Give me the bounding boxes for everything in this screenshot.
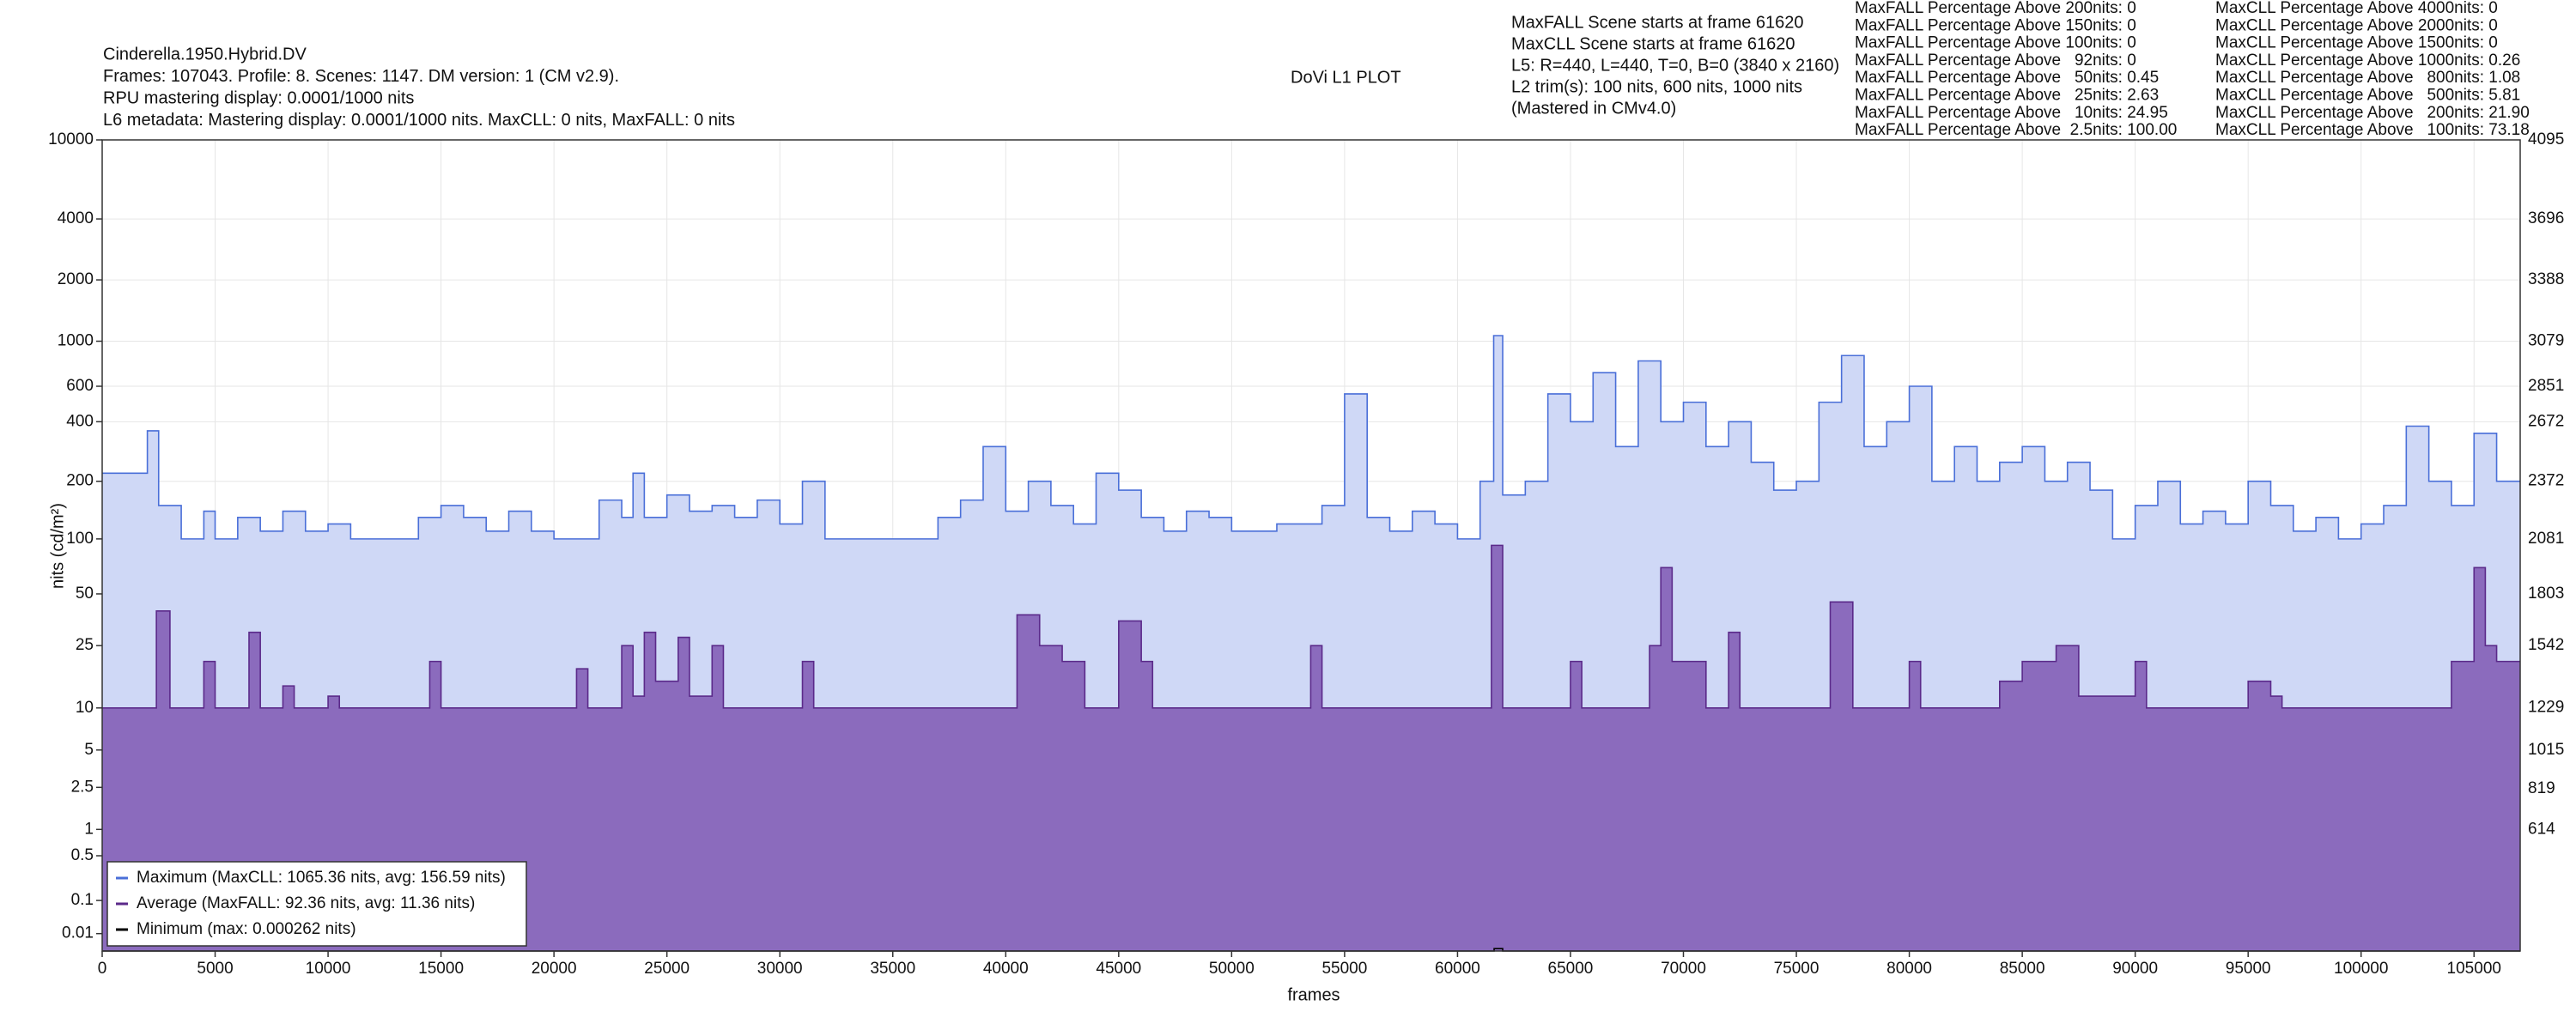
legend-box: [106, 861, 527, 947]
maxfall-stat: MaxFALL Percentage Above 25nits: 2.63: [1855, 87, 2159, 105]
maxfall-stat: MaxFALL Percentage Above 100nits: 0: [1855, 34, 2136, 52]
x-tick-label: 40000: [983, 960, 1029, 978]
y-tick-label: 600: [66, 377, 94, 395]
y2-tick-label: 1803: [2528, 585, 2564, 603]
y-tick-label: 200: [66, 472, 94, 490]
scene-line: MaxCLL Scene starts at frame 61620: [1511, 34, 1795, 53]
series-area: [102, 545, 2520, 951]
y-tick-label: 2000: [58, 270, 94, 288]
y-tick-label: 10000: [48, 130, 94, 148]
plot-frame: [101, 139, 2521, 952]
y-tick-label: 100: [66, 530, 94, 548]
maxcll-stat: MaxCLL Percentage Above 1000nits: 0.26: [2215, 52, 2520, 70]
maxfall-stat: MaxFALL Percentage Above 150nits: 0: [1855, 16, 2136, 34]
y-tick-label: 5: [84, 741, 94, 759]
y2-tick-label: 2372: [2528, 472, 2564, 490]
chart-title: DoVi L1 PLOT: [1291, 68, 1401, 87]
maxcll-stat: MaxCLL Percentage Above 1500nits: 0: [2215, 34, 2498, 52]
series-line: [102, 544, 2520, 709]
scene-line: (Mastered in CMv4.0): [1511, 99, 1676, 118]
x-tick-label: 85000: [2000, 960, 2045, 978]
y-tick-label: 0.5: [71, 846, 94, 864]
x-axis-label: frames: [1287, 985, 1340, 1004]
y-tick-label: 1: [84, 820, 94, 838]
y-axis-label: nits (cd/m²): [48, 503, 67, 589]
maxfall-stat: MaxFALL Percentage Above 92nits: 0: [1855, 52, 2136, 70]
y-tick-label: 0.1: [71, 891, 94, 909]
info-line: RPU mastering display: 0.0001/1000 nits: [103, 88, 414, 107]
y2-tick-label: 614: [2528, 820, 2555, 838]
x-tick-label: 55000: [1321, 960, 1367, 978]
x-tick-label: 25000: [644, 960, 690, 978]
maxfall-stat: MaxFALL Percentage Above 2.5nits: 100.00: [1855, 121, 2177, 139]
info-line: Cinderella.1950.Hybrid.DV: [103, 45, 307, 64]
x-tick-label: 90000: [2112, 960, 2158, 978]
y-tick-label: 2.5: [71, 778, 94, 796]
legend-label: Average (MaxFALL: 92.36 nits, avg: 11.36…: [137, 894, 475, 912]
x-tick-label: 10000: [306, 960, 351, 978]
y-tick-label: 25: [76, 636, 94, 654]
y2-tick-label: 819: [2528, 779, 2555, 797]
info-line: Frames: 107043. Profile: 8. Scenes: 1147…: [103, 67, 619, 86]
header: DoVi L1 PLOT nits (cd/m²) frames Cindere…: [48, 0, 2530, 1004]
y-tick-label: 0.01: [62, 924, 94, 942]
x-tick-label: 30000: [757, 960, 803, 978]
y2-tick-label: 2851: [2528, 377, 2564, 395]
maxcll-stat: MaxCLL Percentage Above 4000nits: 0: [2215, 0, 2498, 17]
y-tick-label: 400: [66, 412, 94, 430]
x-tick-label: 5000: [197, 960, 233, 978]
x-tick-label: 60000: [1435, 960, 1480, 978]
y2-tick-label: 2081: [2528, 530, 2564, 548]
scene-line: L5: R=440, L=440, T=0, B=0 (3840 x 2160): [1511, 56, 1839, 75]
x-tick-label: 45000: [1096, 960, 1141, 978]
x-tick-label: 75000: [1774, 960, 1820, 978]
x-tick-label: 100000: [2334, 960, 2388, 978]
scene-line: L2 trim(s): 100 nits, 600 nits, 1000 nit…: [1511, 77, 1802, 96]
maxcll-stat: MaxCLL Percentage Above 200nits: 21.90: [2215, 104, 2530, 122]
series-line: [102, 335, 2520, 540]
x-tick-label: 95000: [2226, 960, 2271, 978]
maxcll-stat: MaxCLL Percentage Above 2000nits: 0: [2215, 16, 2498, 34]
maxfall-stat: MaxFALL Percentage Above 50nits: 0.45: [1855, 69, 2159, 87]
y-tick-label: 10: [76, 699, 94, 717]
legend-label: Maximum (MaxCLL: 1065.36 nits, avg: 156.…: [137, 869, 506, 887]
y2-tick-label: 3079: [2528, 331, 2564, 349]
y2-tick-label: 1542: [2528, 636, 2564, 654]
y2-tick-label: 1015: [2528, 741, 2564, 759]
y2-tick-label: 3696: [2528, 209, 2564, 227]
x-tick-label: 80000: [1886, 960, 1932, 978]
maxcll-stat: MaxCLL Percentage Above 500nits: 5.81: [2215, 87, 2520, 105]
plot-data: [102, 335, 2520, 952]
maxfall-stat: MaxFALL Percentage Above 10nits: 24.95: [1855, 104, 2168, 122]
x-tick-label: 15000: [418, 960, 464, 978]
y2-tick-label: 1229: [2528, 698, 2564, 716]
y-tick-label: 1000: [58, 332, 94, 350]
maxcll-stat: MaxCLL Percentage Above 100nits: 73.18: [2215, 121, 2530, 139]
legend: Maximum (MaxCLL: 1065.36 nits, avg: 156.…: [106, 861, 527, 947]
x-tick-label: 70000: [1661, 960, 1706, 978]
axes: 0.01 0.1 0.5 1 2.5 5 10 25 50 100 200 400 600 1000 200…: [48, 130, 2564, 978]
legend-label: Minimum (max: 0.000262 nits): [137, 920, 356, 938]
x-tick-label: 65000: [1548, 960, 1594, 978]
maxfall-stat: MaxFALL Percentage Above 200nits: 0: [1855, 0, 2136, 17]
x-tick-label: 50000: [1209, 960, 1255, 978]
info-line: L6 metadata: Mastering display: 0.0001/1…: [103, 111, 735, 130]
y-tick-label: 50: [76, 585, 94, 603]
y2-tick-label: 3388: [2528, 270, 2564, 288]
x-tick-label: 35000: [870, 960, 915, 978]
maxcll-stat: MaxCLL Percentage Above 800nits: 1.08: [2215, 69, 2520, 87]
x-tick-label: 105000: [2447, 960, 2501, 978]
x-tick-label: 0: [98, 960, 107, 978]
y2-tick-label: 4095: [2528, 130, 2564, 148]
y2-tick-label: 2672: [2528, 412, 2564, 430]
scene-line: MaxFALL Scene starts at frame 61620: [1511, 13, 1804, 32]
x-tick-label: 20000: [532, 960, 577, 978]
y-tick-label: 4000: [58, 209, 94, 227]
